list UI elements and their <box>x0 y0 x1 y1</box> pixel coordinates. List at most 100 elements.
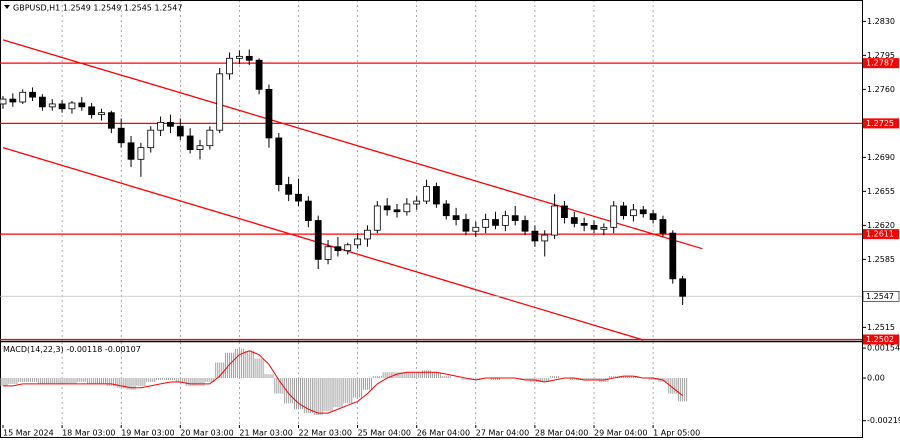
candle-body <box>265 88 273 139</box>
candle-body <box>639 209 647 215</box>
frame <box>0 0 863 438</box>
candle-body <box>176 125 184 137</box>
candle-body <box>295 193 302 202</box>
candle-body <box>373 205 381 231</box>
x-tick-label: 1 Apr 05:00 <box>653 429 700 438</box>
macd-y-tick-label: 0.00 <box>867 374 885 383</box>
candle-body <box>423 186 430 202</box>
candle-body <box>117 127 125 144</box>
x-tick-label: 27 Mar 04:00 <box>476 429 529 438</box>
candle-body <box>226 57 233 75</box>
x-tick-label: 29 Mar 04:00 <box>594 429 647 438</box>
candle-body <box>39 96 46 108</box>
candle-body <box>186 135 194 151</box>
candle-body <box>580 223 588 226</box>
candle-body <box>19 91 27 103</box>
level-label-bg <box>863 58 899 69</box>
macd-y-tick-label: 0.00154 <box>867 344 900 353</box>
y-tick-label: 1.2585 <box>867 255 895 264</box>
x-tick-label: 21 Mar 03:00 <box>239 429 292 438</box>
candle-body <box>245 55 253 61</box>
candle-body <box>304 200 312 221</box>
candle-body <box>482 219 490 228</box>
y-tick-label: 1.2795 <box>867 51 895 60</box>
candle-body <box>383 205 391 211</box>
x-tick-label: 25 Mar 04:00 <box>358 429 411 438</box>
candle-body <box>649 213 657 220</box>
y-tick-label: 1.2655 <box>867 187 895 196</box>
candle-body <box>531 230 539 242</box>
level-label: 1.2787 <box>866 59 894 68</box>
channel-line <box>2 147 644 341</box>
channel-line <box>2 39 703 250</box>
current-price-bg <box>862 290 900 302</box>
candle-body <box>630 209 637 217</box>
candle-body <box>472 226 480 232</box>
macd-label: MACD(14,22,3) <box>3 345 64 354</box>
y-tick-label: 1.2690 <box>867 153 895 162</box>
candle-body <box>137 147 145 160</box>
level-label: 1.2611 <box>866 230 894 239</box>
candle-body <box>492 219 499 226</box>
x-tick-label: 22 Mar 03:00 <box>299 429 352 438</box>
candle-body <box>127 142 135 160</box>
candle-body <box>255 59 263 90</box>
candle-body <box>541 234 549 242</box>
y-tick-label: 1.2760 <box>867 85 895 94</box>
candle-body <box>393 209 401 213</box>
level-label-bg <box>863 229 899 240</box>
candle-body <box>196 145 204 150</box>
candle-body <box>452 215 460 220</box>
candle-body <box>285 184 293 195</box>
macd-header: MACD(14,22,3) -0.00118 -0.00107 <box>3 345 141 354</box>
candle-body <box>590 224 598 230</box>
candle-body <box>107 112 115 129</box>
candle-body <box>679 278 687 297</box>
header-open: 1.2549 <box>63 3 91 12</box>
header-close: 1.2547 <box>154 3 182 12</box>
level-label: 1.2502 <box>866 335 894 344</box>
candle-body <box>216 73 224 131</box>
candle-body <box>275 137 283 185</box>
x-tick-label: 28 Mar 04:00 <box>535 429 588 438</box>
y-tick-label: 1.2515 <box>867 323 895 332</box>
candle-body <box>570 217 578 224</box>
menu-arrow[interactable] <box>4 5 10 9</box>
y-tick-label: 1.2830 <box>867 17 895 26</box>
candle-body <box>334 246 342 252</box>
candle-body <box>462 219 470 232</box>
candle-body <box>88 106 96 116</box>
macd-value: -0.00118 <box>66 345 102 354</box>
candle-body <box>235 55 243 59</box>
level-label: 1.2725 <box>866 119 894 128</box>
x-tick-label: 18 Mar 03:00 <box>62 429 115 438</box>
candle-body <box>206 129 214 147</box>
candle-body <box>511 215 519 221</box>
candle-body <box>68 102 76 110</box>
symbol: GBPUSD,H1 <box>13 3 60 12</box>
level-label-bg <box>863 118 899 129</box>
candle-body <box>98 112 105 116</box>
candle-body <box>48 103 56 108</box>
candle-body <box>551 205 558 236</box>
candle-body <box>9 98 17 103</box>
candle-body <box>314 220 322 260</box>
header-high: 1.2549 <box>93 3 121 12</box>
level-label-bg <box>863 334 899 345</box>
candle-body <box>364 229 371 240</box>
candle-body <box>78 102 86 108</box>
candle-body <box>58 103 66 110</box>
macd-signal-line <box>3 350 683 414</box>
candle-body <box>403 203 411 213</box>
header: GBPUSD,H1 1.2549 1.2549 1.2545 1.2547 <box>13 3 182 12</box>
candle-body <box>413 200 421 205</box>
candle-body <box>521 220 529 232</box>
candle-body <box>29 91 36 98</box>
header-low: 1.2545 <box>124 3 152 12</box>
candle-body <box>432 186 440 205</box>
candle-body <box>610 205 618 228</box>
candle-body <box>167 122 174 127</box>
candle-body <box>324 246 332 260</box>
x-tick-label: 26 Mar 04:00 <box>417 429 470 438</box>
x-tick-label: 19 Mar 03:00 <box>121 429 174 438</box>
